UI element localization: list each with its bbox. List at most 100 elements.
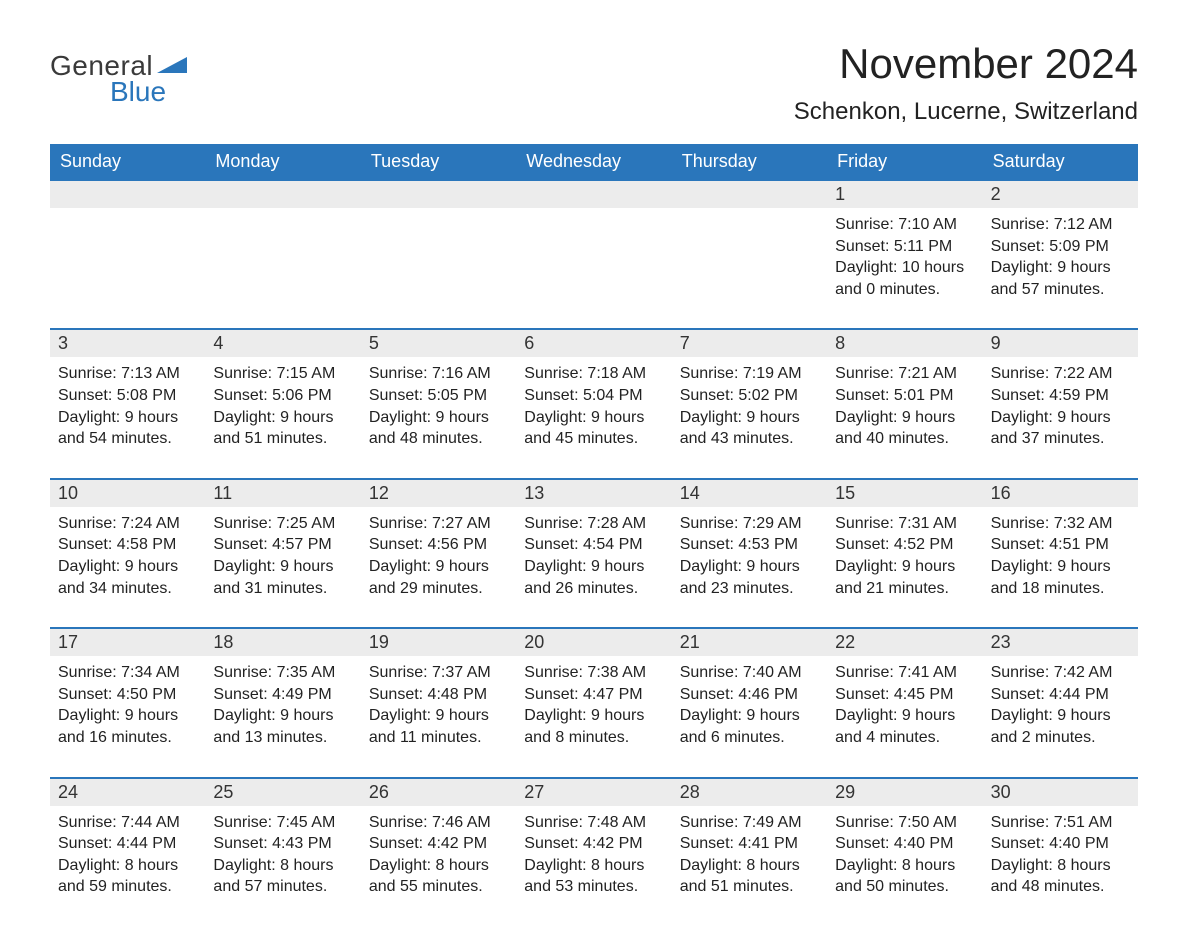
daylight-text: and 21 minutes. <box>835 578 974 600</box>
day-number: 28 <box>672 779 827 806</box>
sunset-text: Sunset: 4:44 PM <box>991 684 1130 706</box>
day-number: 10 <box>50 480 205 507</box>
day-cell <box>672 208 827 312</box>
daylight-text: Daylight: 9 hours <box>524 705 663 727</box>
daylight-text: Daylight: 9 hours <box>680 556 819 578</box>
sunset-text: Sunset: 4:44 PM <box>58 833 197 855</box>
day-cell: Sunrise: 7:18 AMSunset: 5:04 PMDaylight:… <box>516 357 671 461</box>
sunrise-text: Sunrise: 7:37 AM <box>369 662 508 684</box>
day-cell: Sunrise: 7:24 AMSunset: 4:58 PMDaylight:… <box>50 507 205 611</box>
sunset-text: Sunset: 4:54 PM <box>524 534 663 556</box>
day-number: 26 <box>361 779 516 806</box>
daylight-text: and 18 minutes. <box>991 578 1130 600</box>
daylight-text: and 51 minutes. <box>680 876 819 898</box>
daylight-text: Daylight: 8 hours <box>369 855 508 877</box>
daylight-text: and 40 minutes. <box>835 428 974 450</box>
day-number: 13 <box>516 480 671 507</box>
sunrise-text: Sunrise: 7:50 AM <box>835 812 974 834</box>
sunrise-text: Sunrise: 7:25 AM <box>213 513 352 535</box>
daylight-text: and 16 minutes. <box>58 727 197 749</box>
calendar-week: 10111213141516Sunrise: 7:24 AMSunset: 4:… <box>50 478 1138 611</box>
sunrise-text: Sunrise: 7:40 AM <box>680 662 819 684</box>
daylight-text: and 59 minutes. <box>58 876 197 898</box>
daylight-text: Daylight: 9 hours <box>835 705 974 727</box>
sunrise-text: Sunrise: 7:35 AM <box>213 662 352 684</box>
page-title: November 2024 <box>794 40 1138 88</box>
weekday-header-row: Sunday Monday Tuesday Wednesday Thursday… <box>50 144 1138 179</box>
sunrise-text: Sunrise: 7:24 AM <box>58 513 197 535</box>
sunrise-text: Sunrise: 7:41 AM <box>835 662 974 684</box>
daylight-text: Daylight: 9 hours <box>991 407 1130 429</box>
daylight-text: and 29 minutes. <box>369 578 508 600</box>
daylight-text: Daylight: 9 hours <box>524 407 663 429</box>
daynum-row: 12 <box>50 181 1138 208</box>
sunrise-text: Sunrise: 7:12 AM <box>991 214 1130 236</box>
day-cell: Sunrise: 7:44 AMSunset: 4:44 PMDaylight:… <box>50 806 205 910</box>
day-cell: Sunrise: 7:51 AMSunset: 4:40 PMDaylight:… <box>983 806 1138 910</box>
daylight-text: and 0 minutes. <box>835 279 974 301</box>
sunset-text: Sunset: 4:40 PM <box>991 833 1130 855</box>
day-number: 16 <box>983 480 1138 507</box>
sunset-text: Sunset: 4:58 PM <box>58 534 197 556</box>
daylight-text: Daylight: 9 hours <box>524 556 663 578</box>
daylight-text: and 31 minutes. <box>213 578 352 600</box>
sunrise-text: Sunrise: 7:49 AM <box>680 812 819 834</box>
day-number <box>205 181 360 208</box>
day-number <box>361 181 516 208</box>
sunrise-text: Sunrise: 7:13 AM <box>58 363 197 385</box>
daylight-text: and 53 minutes. <box>524 876 663 898</box>
sunrise-text: Sunrise: 7:44 AM <box>58 812 197 834</box>
weekday-label: Friday <box>827 144 982 179</box>
daylight-text: Daylight: 9 hours <box>213 705 352 727</box>
day-number: 19 <box>361 629 516 656</box>
daynum-row: 24252627282930 <box>50 779 1138 806</box>
day-cell: Sunrise: 7:12 AMSunset: 5:09 PMDaylight:… <box>983 208 1138 312</box>
daylight-text: and 4 minutes. <box>835 727 974 749</box>
sunset-text: Sunset: 4:43 PM <box>213 833 352 855</box>
daylight-text: and 13 minutes. <box>213 727 352 749</box>
daylight-text: Daylight: 9 hours <box>991 257 1130 279</box>
daylight-text: and 55 minutes. <box>369 876 508 898</box>
sunrise-text: Sunrise: 7:51 AM <box>991 812 1130 834</box>
day-cell: Sunrise: 7:28 AMSunset: 4:54 PMDaylight:… <box>516 507 671 611</box>
daylight-text: and 34 minutes. <box>58 578 197 600</box>
daylight-text: and 23 minutes. <box>680 578 819 600</box>
day-number <box>516 181 671 208</box>
day-cell: Sunrise: 7:37 AMSunset: 4:48 PMDaylight:… <box>361 656 516 760</box>
sunset-text: Sunset: 4:45 PM <box>835 684 974 706</box>
daynum-row: 3456789 <box>50 330 1138 357</box>
sunrise-text: Sunrise: 7:21 AM <box>835 363 974 385</box>
sunset-text: Sunset: 4:59 PM <box>991 385 1130 407</box>
sunset-text: Sunset: 5:06 PM <box>213 385 352 407</box>
sunrise-text: Sunrise: 7:48 AM <box>524 812 663 834</box>
day-cell: Sunrise: 7:22 AMSunset: 4:59 PMDaylight:… <box>983 357 1138 461</box>
sunset-text: Sunset: 5:02 PM <box>680 385 819 407</box>
day-cell: Sunrise: 7:50 AMSunset: 4:40 PMDaylight:… <box>827 806 982 910</box>
day-cell: Sunrise: 7:32 AMSunset: 4:51 PMDaylight:… <box>983 507 1138 611</box>
day-number: 2 <box>983 181 1138 208</box>
sunrise-text: Sunrise: 7:31 AM <box>835 513 974 535</box>
day-cell: Sunrise: 7:10 AMSunset: 5:11 PMDaylight:… <box>827 208 982 312</box>
sunrise-text: Sunrise: 7:10 AM <box>835 214 974 236</box>
day-cell: Sunrise: 7:27 AMSunset: 4:56 PMDaylight:… <box>361 507 516 611</box>
day-number: 5 <box>361 330 516 357</box>
daynum-row: 10111213141516 <box>50 480 1138 507</box>
daylight-text: Daylight: 9 hours <box>835 407 974 429</box>
calendar-week: 24252627282930Sunrise: 7:44 AMSunset: 4:… <box>50 777 1138 910</box>
day-number: 3 <box>50 330 205 357</box>
sunrise-text: Sunrise: 7:22 AM <box>991 363 1130 385</box>
daylight-text: Daylight: 10 hours <box>835 257 974 279</box>
weekday-label: Saturday <box>983 144 1138 179</box>
day-number: 4 <box>205 330 360 357</box>
calendar: Sunday Monday Tuesday Wednesday Thursday… <box>50 144 1138 910</box>
daylight-text: and 57 minutes. <box>991 279 1130 301</box>
title-block: November 2024 Schenkon, Lucerne, Switzer… <box>794 40 1138 126</box>
day-cell: Sunrise: 7:38 AMSunset: 4:47 PMDaylight:… <box>516 656 671 760</box>
day-number: 12 <box>361 480 516 507</box>
sunrise-text: Sunrise: 7:15 AM <box>213 363 352 385</box>
daylight-text: Daylight: 9 hours <box>680 705 819 727</box>
daylight-text: Daylight: 8 hours <box>524 855 663 877</box>
daylight-text: Daylight: 9 hours <box>369 407 508 429</box>
day-cell: Sunrise: 7:46 AMSunset: 4:42 PMDaylight:… <box>361 806 516 910</box>
daylight-text: and 6 minutes. <box>680 727 819 749</box>
